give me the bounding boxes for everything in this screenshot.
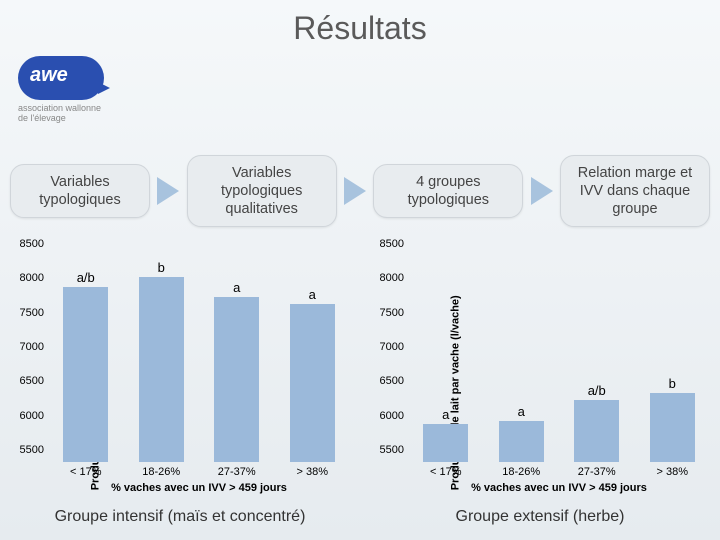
y-tick: 7500 [10,307,44,319]
bar-annotation: a [442,407,449,422]
x-tick: > 38% [275,466,351,478]
arrow-icon [157,177,179,205]
flow-box-4: Relation marge et IVV dans chaque groupe [560,155,710,227]
bar-column: b [124,256,200,462]
logo: awe association wallonne de l'élevage [18,56,128,124]
x-tick: 18-26% [484,466,560,478]
bar-annotation: a [518,404,525,419]
x-tick: 18-26% [124,466,200,478]
bar-column: a/b [559,256,635,462]
x-axis-title-left: % vaches avec un IVV > 459 jours [48,482,350,494]
plot-area-left: a/bbaa 5500600065007000750080008500 [48,256,350,462]
y-tick: 8000 [370,272,404,284]
x-tick: 27-37% [559,466,635,478]
bar-column: a/b [48,256,124,462]
x-tick: < 17% [408,466,484,478]
bars-left: a/b b a a [48,256,350,462]
bar-column: a [408,256,484,462]
y-tick: 6500 [370,375,404,387]
y-tick: 7000 [10,341,44,353]
bar-annotation: b [669,376,676,391]
bar [423,424,468,462]
bar [499,421,544,462]
bar [574,400,619,462]
slide: Résultats awe association wallonne de l'… [0,0,720,540]
bar [650,393,695,462]
chart-title-left: Groupe intensif (maïs et concentré) [0,508,360,526]
bar-column: a [275,256,351,462]
arrow-icon [344,177,366,205]
bar-annotation: a/b [77,270,95,285]
x-tick: > 38% [635,466,711,478]
flow-row: Variables typologiques Variables typolog… [10,155,710,227]
bar-column: a [484,256,560,462]
bars-right: a a a/b b [408,256,710,462]
bar-annotation: a [309,287,316,302]
chart-left: Production de lait par vache (l/vache) a… [0,248,360,540]
chart-right: Production de lait par vache (l/vache) a… [360,248,720,540]
y-tick: 6500 [10,375,44,387]
bar-annotation: a [233,280,240,295]
y-tick: 7000 [370,341,404,353]
flow-box-1: Variables typologiques [10,164,150,218]
y-tick: 8000 [10,272,44,284]
plot-area-right: aaa/bb 5500600065007000750080008500 [408,256,710,462]
y-tick: 5500 [370,444,404,456]
y-tick: 6000 [370,410,404,422]
y-tick: 5500 [10,444,44,456]
y-tick: 6000 [10,410,44,422]
x-axis-left: < 17%18-26%27-37%> 38% [48,466,350,478]
arrow-icon [531,177,553,205]
y-tick: 8500 [10,238,44,250]
y-tick: 8500 [370,238,404,250]
bar [290,304,335,462]
flow-box-2: Variables typologiques qualitatives [187,155,337,227]
logo-wordmark: awe [30,64,68,87]
bar [63,287,108,462]
x-axis-right: < 17%18-26%27-37%> 38% [408,466,710,478]
bar-annotation: b [158,260,165,275]
charts-row: Production de lait par vache (l/vache) a… [0,248,720,540]
logo-bubble: awe [18,56,104,100]
bar-column: a [199,256,275,462]
slide-title: Résultats [0,0,720,47]
x-axis-title-right: % vaches avec un IVV > 459 jours [408,482,710,494]
chart-title-right: Groupe extensif (herbe) [360,508,720,526]
bar [139,277,184,462]
x-tick: 27-37% [199,466,275,478]
y-tick: 7500 [370,307,404,319]
bar-annotation: a/b [588,383,606,398]
bar [214,297,259,462]
logo-subtitle: association wallonne de l'élevage [18,104,128,124]
x-tick: < 17% [48,466,124,478]
bar-column: b [635,256,711,462]
flow-box-3: 4 groupes typologiques [373,164,523,218]
